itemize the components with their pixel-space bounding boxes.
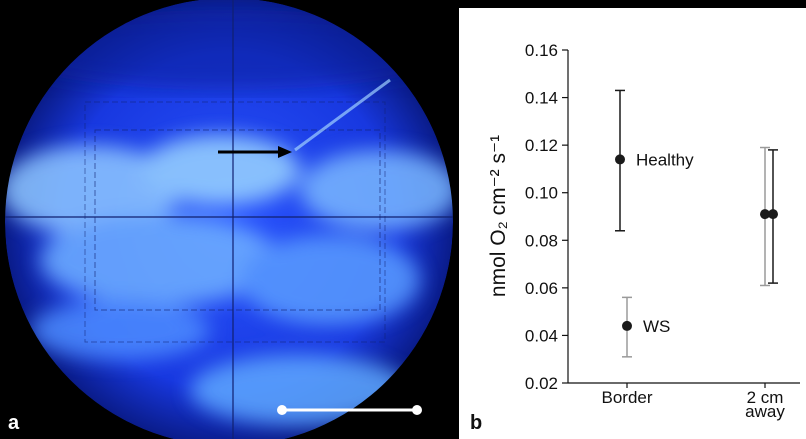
figure: a b nmol O₂ cm⁻² s⁻¹ 0.02 0.04 0.06 0.08 0.1… [0,0,806,439]
point [622,321,632,331]
panel-label: b [470,412,482,434]
panel-label: a [8,412,20,434]
point [615,154,625,164]
y-tick-label: 0.10 [525,184,558,203]
series-label: WS [643,317,670,336]
y-tick-label: 0.16 [525,41,558,60]
point [768,209,778,219]
y-axis-label: nmol O₂ cm⁻² s⁻¹ [487,135,510,297]
y-tick-label: 0.12 [525,136,558,155]
figure-svg: a b nmol O₂ cm⁻² s⁻¹ 0.02 0.04 0.06 0.08 0.1… [0,0,806,439]
y-tick-label: 0.04 [525,326,558,345]
x-tick-label: 2 cm away [745,391,785,419]
x-tick-label: Border [597,391,657,405]
scale-bar-end [277,405,287,415]
y-tick-label: 0.14 [525,89,558,108]
y-tick-label: 0.02 [525,374,558,393]
series-label: Healthy [636,150,694,169]
y-tick-label: 0.06 [525,279,558,298]
scale-bar-end [412,405,422,415]
y-tick-label: 0.08 [525,231,558,250]
